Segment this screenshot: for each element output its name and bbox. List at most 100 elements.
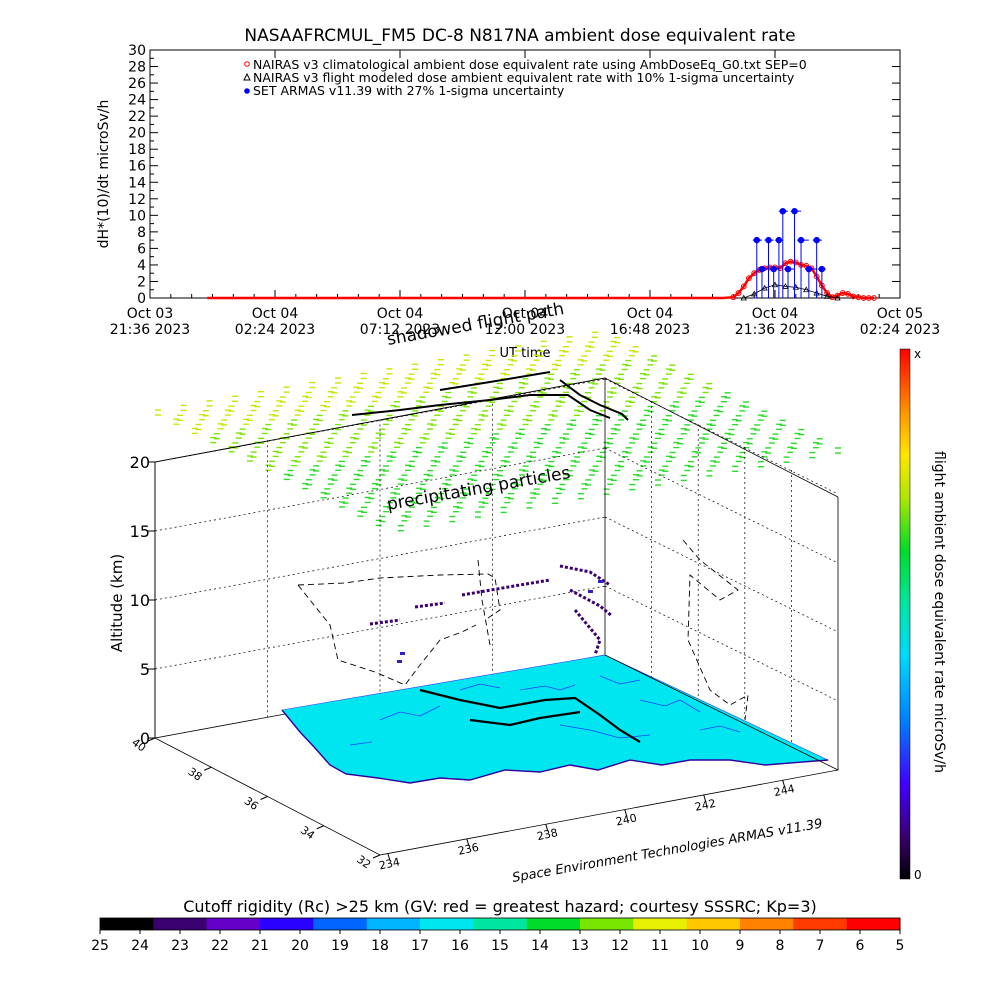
series-climatological-point: [730, 294, 737, 301]
dose-y-tick-label: 22: [128, 109, 146, 125]
dose-y-tick-label: 14: [128, 175, 146, 191]
longitude-tick-mark: [466, 838, 470, 847]
latitude-tick-mark: [260, 796, 268, 800]
longitude-tick-label: 240: [615, 811, 638, 828]
sidewall-grid-line-altitude: [604, 516, 839, 633]
rigidity-tick-label: 9: [736, 938, 745, 954]
dose-x-tick-label-date: Oct 04: [502, 306, 549, 322]
dose-x-tick-label-time: 02:24 2023: [860, 322, 940, 338]
series-modeled-point: [823, 293, 831, 299]
sidewall-grid-line-altitude: [604, 447, 839, 564]
longitude-tick-mark: [703, 794, 707, 803]
map-contour-line: [379, 705, 441, 721]
series-climatological-point: [824, 290, 830, 296]
dose-y-tick-label: 8: [137, 225, 146, 241]
altitude-tick-label: 0: [140, 729, 150, 748]
altitude-ticks: 0 5 10 15 20: [130, 453, 155, 748]
series-modeled-point: [750, 290, 758, 297]
altitude-tick-label: 15: [130, 522, 150, 541]
series-climatological-point: [845, 290, 851, 297]
map-contour-line: [599, 675, 641, 685]
map-contour-line: [519, 684, 576, 691]
series-modeled-point: [834, 294, 841, 301]
dose-colorbar-bottom-label: 0: [914, 868, 922, 882]
rigidity-color-segment: [793, 918, 848, 930]
rigidity-tick-label: 21: [251, 938, 269, 954]
dose-x-tick-label-time: 21:36 2023: [735, 322, 815, 338]
altitude-axis-label: Altitude (km): [108, 554, 126, 652]
flight-path-upper: [351, 371, 629, 421]
dose-y-tick-label: 24: [128, 93, 146, 109]
dose-y-tick-label: 16: [128, 159, 146, 175]
flight-path-marker: [588, 590, 593, 593]
longitude-ticks: 234 236 238 240 242 244: [378, 780, 796, 872]
rigidity-tick-label: 25: [91, 938, 109, 954]
rigidity-tick-label: 7: [816, 938, 825, 954]
latitude-tick-mark: [316, 825, 324, 830]
ambient-dose-dash-field: [155, 331, 841, 532]
legend-label-armas: SET ARMAS v11.39 with 27% 1-sigma uncert…: [253, 83, 565, 98]
dose-x-tick-label-date: Oct 04: [377, 306, 424, 322]
legend-marker-triangle: [243, 72, 251, 81]
shadowed-flight-path: [297, 539, 749, 721]
rigidity-color-segment: [206, 918, 261, 930]
rigidity-tick-label: 15: [491, 938, 509, 954]
rigidity-color-strip: [99, 917, 901, 931]
dose-y-tick-label: 20: [128, 126, 146, 142]
dose-chart-title: NASAAFRCMUL_FM5 DC-8 N817NA ambient dose…: [244, 26, 795, 46]
legend-label-modeled: NAIRAS v3 flight modeled dose ambient eq…: [253, 70, 795, 85]
dose-y-tick-label: 0: [137, 291, 146, 307]
rigidity-tick-label: 13: [571, 938, 589, 954]
dose-y-tick-label: 28: [128, 60, 146, 76]
latitude-tick-label: 34: [298, 824, 317, 843]
dose-y-tick-label: 12: [128, 192, 146, 208]
map-contour-line: [639, 699, 701, 713]
map-contour-line: [699, 725, 741, 733]
rigidity-color-segment: [580, 918, 634, 930]
dose-x-tick-label-time: 12:00 2023: [485, 322, 565, 338]
dose-x-tick-label-time: 21:36 2023: [110, 322, 190, 338]
rigidity-color-segment: [420, 918, 474, 930]
map-contour-line: [559, 724, 651, 739]
rigidity-tick-label: 16: [451, 938, 469, 954]
rigidity-color-segment: [153, 918, 208, 930]
longitude-tick-mark: [624, 809, 628, 817]
wall-grid-lines: [154, 378, 839, 747]
rigidity-tick-label: 17: [411, 938, 429, 954]
flight-path-marker-segment: [461, 578, 551, 597]
cutoff-rigidity-colorbar: Cutoff rigidity (Rc) >25 km (GV: red = g…: [91, 897, 904, 954]
series-climatological-point: [792, 259, 799, 266]
dose-y-tick-label: 30: [128, 43, 146, 59]
dose-x-tick-label-date: Oct 04: [752, 306, 799, 322]
series-climatological-point: [787, 258, 794, 265]
rigidity-color-segment: [846, 918, 901, 930]
rigidity-color-segment: [526, 918, 581, 930]
series-climatological-point: [850, 293, 857, 300]
latitude-tick-label: 32: [354, 853, 373, 872]
altitude-tick-label: 20: [130, 453, 150, 472]
rigidity-color-segment: [473, 918, 528, 930]
cutoff-rigidity-title: Cutoff rigidity (Rc) >25 km (GV: red = g…: [183, 897, 817, 916]
longitude-tick-mark: [387, 853, 391, 861]
dose-x-axis-label: UT time: [500, 346, 551, 361]
dose-colorbar: [899, 348, 911, 880]
flight-path-marker: [400, 652, 405, 655]
longitude-tick-mark: [545, 824, 549, 832]
sidewall-grid-line-altitude: [604, 378, 839, 495]
rigidity-color-segment: [313, 918, 368, 930]
dose-series-layer: [207, 208, 877, 301]
legend-item-climatological: NAIRAS v3 climatological ambient dose eq…: [244, 57, 807, 72]
rigidity-tick-label: 23: [171, 938, 189, 954]
rigidity-tick-label: 19: [331, 938, 349, 954]
dose-y-tick-label: 6: [137, 241, 146, 257]
flight-path-marker-segment: [573, 609, 602, 656]
dose-colorbar-axis-label: flight ambient dose equivalent rate micr…: [931, 451, 947, 773]
map-contour-line: [459, 683, 501, 691]
legend-item-armas: SET ARMAS v11.39 with 27% 1-sigma uncert…: [244, 83, 565, 98]
rigidity-tick-labels: 25 24 23 22 21 20 19 18 17 16 15 14 13 12 11 10 9 8 7 6 5: [91, 930, 904, 954]
series-modeled-point: [740, 294, 747, 301]
wall-grid-line-altitude: [154, 585, 606, 670]
rigidity-tick-label: 10: [691, 938, 709, 954]
